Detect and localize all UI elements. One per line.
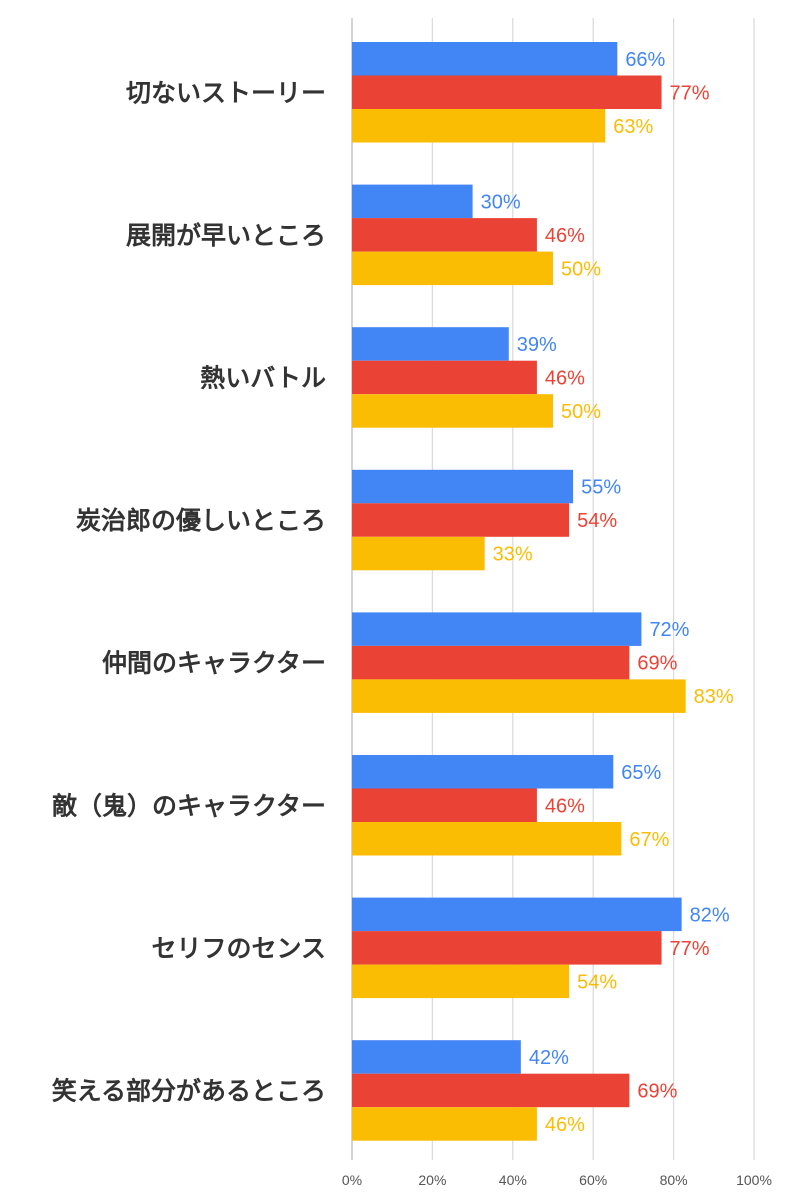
data-label: 77% — [670, 82, 710, 104]
bar — [352, 75, 662, 109]
bar — [352, 822, 622, 856]
bar — [352, 536, 485, 571]
category-label: 仲間のキャラクター — [102, 649, 326, 678]
data-label: 72% — [649, 619, 689, 641]
x-tick-label: 80% — [660, 1172, 688, 1188]
bar — [352, 1073, 630, 1108]
x-tick-label: 0% — [342, 1172, 362, 1188]
category-label: 展開が早いところ — [126, 221, 326, 250]
bar — [352, 612, 642, 646]
data-label: 66% — [625, 49, 665, 71]
x-tick-label: 60% — [579, 1172, 607, 1188]
data-label: 46% — [545, 367, 585, 389]
category-label: 笑える部分があるところ — [52, 1076, 326, 1105]
bar — [352, 1040, 521, 1074]
category-label: 熱いバトル — [200, 363, 326, 392]
data-label: 65% — [621, 762, 661, 784]
data-label: 50% — [561, 401, 601, 423]
bar — [352, 897, 682, 932]
data-label: 46% — [545, 795, 585, 817]
bar — [352, 469, 574, 504]
x-tick-label: 20% — [418, 1172, 446, 1188]
data-label: 83% — [694, 686, 734, 708]
bar — [352, 503, 570, 537]
bar — [352, 931, 662, 965]
bar — [352, 42, 618, 76]
data-label: 55% — [581, 477, 621, 499]
bar — [352, 251, 553, 286]
data-label: 42% — [529, 1047, 569, 1069]
category-labels: 切ないストーリー展開が早いところ熱いバトル炭治郎の優しいところ仲間のキャラクター… — [52, 78, 326, 1105]
data-label: 39% — [517, 334, 557, 356]
bar — [352, 327, 509, 361]
data-label: 82% — [690, 904, 730, 926]
bar — [352, 184, 473, 219]
bar — [352, 360, 537, 395]
bar — [352, 755, 614, 789]
bar — [352, 394, 553, 428]
bar — [352, 1107, 537, 1141]
data-label: 54% — [577, 971, 617, 993]
bar — [352, 788, 537, 822]
category-label: 敵（鬼）のキャラクター — [52, 791, 326, 820]
data-label: 46% — [545, 1114, 585, 1136]
category-label: 切ないストーリー — [126, 78, 326, 107]
data-label: 46% — [545, 225, 585, 247]
data-label: 67% — [629, 829, 669, 851]
data-label: 33% — [493, 544, 533, 566]
category-label: 炭治郎の優しいところ — [76, 506, 326, 535]
data-label: 50% — [561, 258, 601, 280]
data-label: 63% — [613, 116, 653, 138]
data-label: 77% — [670, 938, 710, 960]
bar — [352, 645, 630, 680]
value-labels: 66%77%63%30%46%50%39%46%50%55%54%33%72%6… — [481, 49, 734, 1136]
bar — [352, 218, 537, 252]
x-tick-label: 40% — [499, 1172, 527, 1188]
bar — [352, 679, 686, 713]
data-label: 54% — [577, 510, 617, 532]
x-tick-label: 100% — [736, 1172, 772, 1188]
data-label: 69% — [637, 653, 677, 675]
bar — [352, 109, 606, 143]
data-label: 30% — [481, 191, 521, 213]
x-axis-ticks: 0% 20% 40% 60% 80% 100% — [342, 1172, 772, 1188]
data-label: 69% — [637, 1080, 677, 1102]
bar — [352, 964, 570, 999]
category-label: セリフのセンス — [151, 934, 326, 963]
bars — [352, 42, 686, 1141]
